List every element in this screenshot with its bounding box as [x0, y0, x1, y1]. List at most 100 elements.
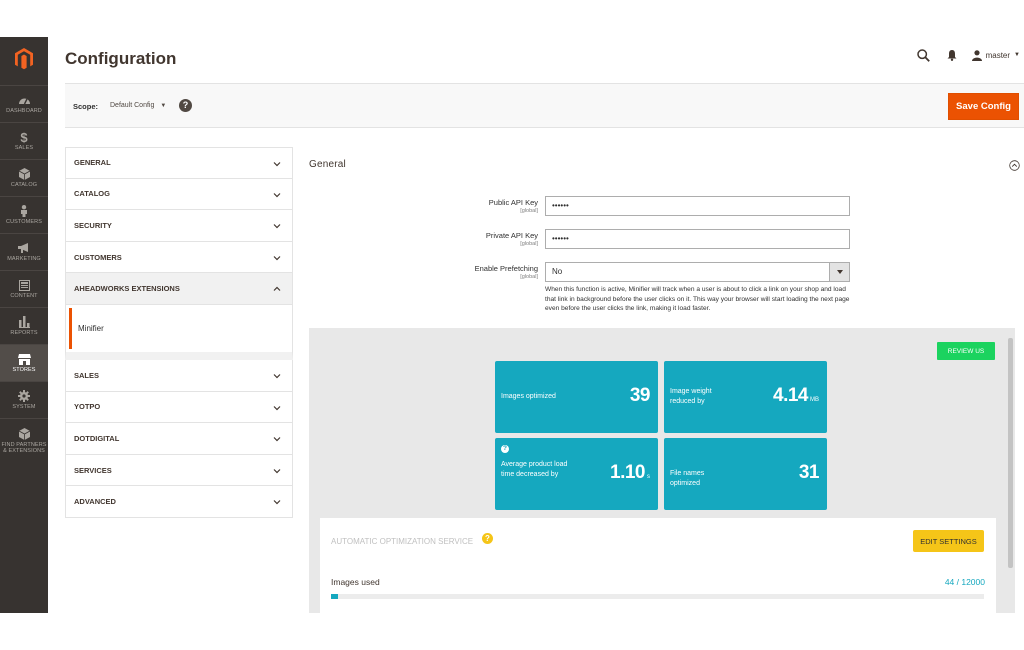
tab-advanced[interactable]: ADVANCED	[65, 486, 293, 518]
stat-label: Images optimized	[501, 393, 556, 400]
field-label: Private API Key	[485, 231, 538, 240]
tab-aheadworks-extensions[interactable]: AHEADWORKS EXTENSIONS	[65, 273, 293, 305]
stat-value: 1.10 s	[610, 462, 650, 483]
nav-dashboard[interactable]: DASHBOARD	[0, 85, 48, 122]
nav-reports[interactable]: REPORTS	[0, 307, 48, 344]
tab-general[interactable]: GENERAL	[65, 147, 293, 179]
enable-prefetching-select[interactable]: No	[545, 262, 850, 282]
private-api-key-input[interactable]: ••••••	[545, 229, 850, 249]
chevron-down-icon	[829, 263, 849, 281]
usage-progress-bar	[331, 594, 984, 599]
stat-label: File names optimized	[670, 470, 705, 487]
stat-label: Image weight reduced by	[670, 388, 712, 405]
nav-label: SYSTEM	[12, 404, 36, 410]
help-icon[interactable]: ?	[179, 99, 192, 112]
chevron-down-icon	[273, 468, 281, 474]
nav-label: CATALOG	[10, 182, 38, 188]
edit-settings-button[interactable]: EDIT SETTINGS	[913, 530, 984, 552]
minifier-stats-panel: REVIEW US Images optimized 39 Image weig…	[309, 328, 1015, 613]
tab-customers[interactable]: CUSTOMERS	[65, 241, 293, 274]
nav-catalog[interactable]: CATALOG	[0, 159, 48, 196]
user-account-menu[interactable]: master ▼	[971, 49, 1020, 61]
scope-switcher[interactable]: Default Config ▼	[110, 102, 166, 109]
nav-find-partners[interactable]: FIND PARTNERS & EXTENSIONS	[0, 418, 48, 462]
nav-label: STORES	[12, 367, 36, 373]
user-name: master	[985, 50, 1011, 60]
chevron-down-icon	[273, 162, 281, 167]
stat-weight-reduced: Image weight reduced by 4.14 MB	[664, 361, 827, 433]
scrollbar-thumb[interactable]	[1008, 338, 1013, 568]
nav-stores[interactable]: STORES	[0, 344, 48, 381]
tab-services[interactable]: SERVICES	[65, 454, 293, 487]
collapse-circle-icon[interactable]	[1009, 160, 1020, 171]
tab-sales[interactable]: SALES	[65, 359, 293, 392]
help-icon[interactable]: ?	[482, 533, 493, 544]
tab-label: CATALOG	[74, 189, 110, 199]
field-scope: [global]	[520, 241, 538, 247]
prefetch-note: When this function is active, Minifier w…	[545, 286, 850, 313]
stat-value: 31	[798, 462, 820, 483]
store-icon	[17, 353, 31, 365]
stat-load-time: ? Average product load time decreased by…	[495, 438, 658, 510]
nav-label: MARKETING	[7, 256, 41, 262]
chevron-up-icon	[273, 287, 281, 292]
save-config-button[interactable]: Save Config	[948, 93, 1019, 120]
tab-label: DOTDIGITAL	[74, 433, 120, 443]
magento-logo-icon	[15, 48, 33, 70]
nav-customers[interactable]: CUSTOMERS	[0, 196, 48, 233]
field-label: Public API Key	[488, 198, 538, 207]
section-title[interactable]: General	[309, 159, 346, 170]
chevron-down-icon: ▼	[160, 103, 167, 109]
chevron-down-icon	[273, 405, 281, 410]
nav-label: DASHBOARD	[6, 108, 42, 114]
nav-label: REPORTS	[10, 330, 38, 336]
user-icon	[971, 49, 982, 61]
nav-sales[interactable]: $ SALES	[0, 122, 48, 159]
chevron-down-icon	[273, 374, 281, 379]
tab-yotpo[interactable]: YOTPO	[65, 391, 293, 424]
usage-progress-fill	[331, 594, 338, 599]
help-icon[interactable]: ?	[501, 445, 509, 453]
tab-catalog[interactable]: CATALOG	[65, 178, 293, 211]
chevron-down-icon	[273, 500, 281, 505]
gear-icon	[17, 390, 31, 402]
magento-logo[interactable]	[0, 37, 48, 81]
stats-scrollbar[interactable]	[1006, 328, 1015, 613]
tab-label: SECURITY	[74, 220, 112, 230]
search-icon[interactable]	[916, 47, 932, 63]
aheadworks-subtabs: Minifier	[65, 304, 293, 360]
review-us-button[interactable]: REVIEW US	[937, 342, 995, 360]
field-scope: [global]	[520, 274, 538, 280]
header-actions: master ▼	[916, 47, 1024, 63]
dollar-icon: $	[20, 129, 28, 145]
field-scope: [global]	[520, 208, 538, 214]
tab-label: YOTPO	[74, 402, 101, 412]
tab-security[interactable]: SECURITY	[65, 210, 293, 242]
nav-content[interactable]: CONTENT	[0, 270, 48, 307]
chevron-down-icon	[273, 255, 281, 261]
stat-value: 4.14 MB	[773, 385, 819, 406]
nav-label: CONTENT	[10, 293, 38, 299]
chevron-down-icon	[273, 224, 281, 229]
page-title: Configuration	[65, 49, 177, 68]
extensions-icon	[17, 427, 31, 440]
scope-bar: Scope: Default Config ▼ ? Save Config	[65, 83, 1024, 128]
stat-unit: s	[647, 474, 650, 480]
service-title: AUTOMATIC OPTIMIZATION SERVICE	[331, 537, 474, 546]
stat-unit: MB	[810, 397, 819, 403]
tab-label: SERVICES	[74, 465, 112, 475]
layout-icon	[17, 279, 31, 291]
subtab-minifier[interactable]: Minifier	[69, 307, 292, 349]
nav-marketing[interactable]: MARKETING	[0, 233, 48, 270]
nav-label: FIND PARTNERS & EXTENSIONS	[1, 441, 47, 454]
tab-label: AHEADWORKS EXTENSIONS	[74, 284, 180, 294]
nav-label: SALES	[14, 145, 34, 151]
megaphone-icon	[17, 242, 31, 254]
chevron-down-icon	[273, 437, 281, 442]
admin-sidebar: DASHBOARD $ SALES CATALOG CUSTOMERS MARK…	[0, 37, 48, 613]
bell-icon[interactable]	[944, 47, 960, 63]
tab-dotdigital[interactable]: DOTDIGITAL	[65, 423, 293, 455]
nav-system[interactable]: SYSTEM	[0, 381, 48, 418]
public-api-key-input[interactable]: ••••••	[545, 196, 850, 216]
nav-label: CUSTOMERS	[6, 219, 42, 225]
